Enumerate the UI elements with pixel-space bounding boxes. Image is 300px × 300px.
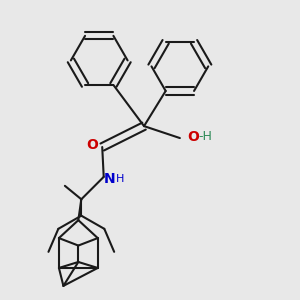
Text: N: N [103,172,115,186]
Text: H: H [116,174,124,184]
Text: O: O [86,138,98,152]
Text: -H: -H [198,130,212,143]
Text: O: O [188,130,199,144]
